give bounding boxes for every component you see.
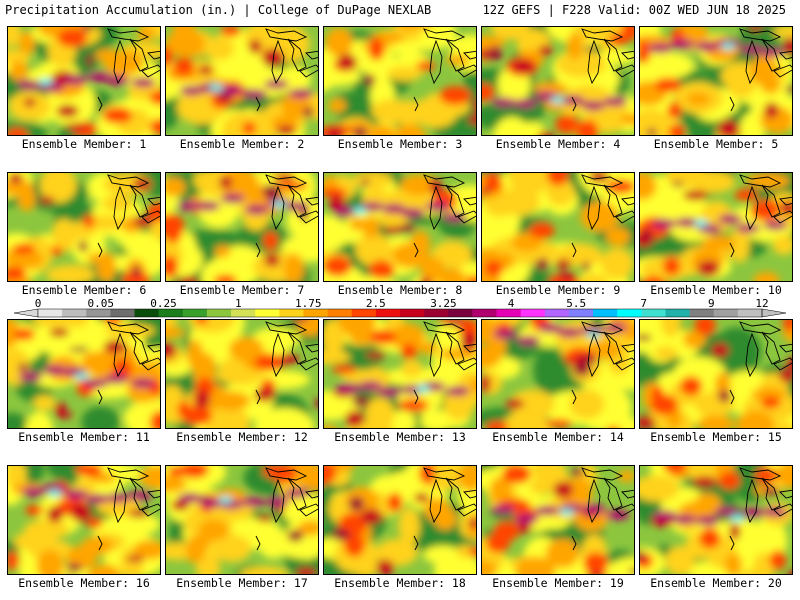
colorbar-swatch	[110, 309, 135, 317]
colorbar-swatch	[255, 309, 280, 317]
colorbar-swatch	[424, 309, 449, 317]
map-title: Precipitation Accumulation (in.) | Colle…	[5, 3, 432, 17]
colorbar-tick-label: 0.05	[87, 298, 114, 310]
ensemble-member-label: Ensemble Member: 14	[492, 430, 624, 444]
ensemble-member-label: Ensemble Member: 3	[337, 137, 463, 151]
ensemble-member-map	[165, 319, 319, 429]
ensemble-member-map	[481, 465, 635, 575]
colorbar-swatch	[737, 309, 763, 317]
colorbar-swatch	[448, 309, 473, 317]
ensemble-member-label: Ensemble Member: 9	[495, 283, 621, 297]
colorbar-tick-label: 12	[755, 298, 768, 310]
colorbar-tick-label: 1.75	[295, 298, 322, 310]
model-run-info: 12Z GEFS | F228 Valid: 00Z WED JUN 18 20…	[482, 3, 786, 17]
ensemble-member-map	[639, 465, 793, 575]
colorbar-swatch	[134, 309, 159, 317]
ensemble-member-label: Ensemble Member: 19	[492, 576, 624, 590]
ensemble-member-map	[639, 26, 793, 136]
colorbar-tick-label: 5.5	[566, 298, 586, 310]
colorbar-swatch	[351, 309, 377, 317]
colorbar-swatch	[86, 309, 111, 317]
ensemble-member-map	[7, 319, 161, 429]
colorbar-swatch	[231, 309, 256, 317]
ensemble-member-map	[323, 465, 477, 575]
colorbar-swatch	[568, 309, 594, 317]
colorbar-arrow-right	[761, 308, 786, 318]
colorbar-swatch	[303, 309, 328, 317]
colorbar-swatch	[520, 309, 546, 317]
ensemble-member-map	[481, 172, 635, 282]
colorbar-tick-label: 2.5	[366, 298, 386, 310]
ensemble-member-map	[7, 465, 161, 575]
ensemble-member-label: Ensemble Member: 10	[650, 283, 782, 297]
ensemble-member-map	[323, 26, 477, 136]
colorbar-swatch	[617, 309, 642, 317]
ensemble-member-map	[165, 26, 319, 136]
ensemble-member-label: Ensemble Member: 13	[334, 430, 466, 444]
colorbar-swatch	[206, 309, 232, 317]
ensemble-member-label: Ensemble Member: 8	[337, 283, 463, 297]
colorbar-swatch	[62, 309, 87, 317]
colorbar-swatch	[472, 309, 497, 317]
ensemble-member-label: Ensemble Member: 11	[18, 430, 150, 444]
colorbar-swatch	[641, 309, 666, 317]
colorbar-swatch	[713, 309, 739, 317]
colorbar-swatch	[279, 309, 304, 317]
ensemble-member-map	[323, 319, 477, 429]
ensemble-member-map	[7, 172, 161, 282]
colorbar-swatch	[665, 309, 690, 317]
colorbar-tick-label: 9	[708, 298, 715, 310]
ensemble-member-label: Ensemble Member: 4	[495, 137, 621, 151]
colorbar-swatch	[544, 309, 570, 317]
ensemble-member-map	[323, 172, 477, 282]
colorbar-arrow-left	[14, 308, 39, 318]
colorbar-swatch	[496, 309, 521, 317]
ensemble-member-map	[165, 465, 319, 575]
colorbar-swatch	[158, 309, 184, 317]
ensemble-member-label: Ensemble Member: 5	[653, 137, 779, 151]
ensemble-member-map	[481, 319, 635, 429]
ensemble-member-map	[639, 319, 793, 429]
ensemble-member-label: Ensemble Member: 6	[21, 283, 147, 297]
precipitation-colorbar: 0 0.05 0.25 1 1.75 2.5 3.25 4 5.5 7 9 12	[14, 298, 786, 318]
colorbar-tick-label: 4	[508, 298, 515, 310]
ensemble-member-label: Ensemble Member: 12	[176, 430, 308, 444]
ensemble-member-map	[165, 172, 319, 282]
ensemble-member-label: Ensemble Member: 2	[179, 137, 305, 151]
colorbar-swatch	[400, 309, 425, 317]
ensemble-member-label: Ensemble Member: 15	[650, 430, 782, 444]
ensemble-member-map	[639, 172, 793, 282]
colorbar-tick-label: 7	[640, 298, 647, 310]
colorbar-swatch	[327, 309, 353, 317]
colorbar-swatch	[593, 309, 618, 317]
ensemble-member-label: Ensemble Member: 20	[650, 576, 782, 590]
ensemble-member-map	[481, 26, 635, 136]
ensemble-member-map	[7, 26, 161, 136]
colorbar-tick-label: 0.25	[150, 298, 177, 310]
ensemble-member-label: Ensemble Member: 7	[179, 283, 305, 297]
colorbar-tick-label: 1	[235, 298, 242, 310]
colorbar-swatch	[38, 309, 63, 317]
colorbar-swatch	[182, 309, 208, 317]
colorbar-swatch	[375, 309, 401, 317]
ensemble-member-label: Ensemble Member: 18	[334, 576, 466, 590]
ensemble-member-label: Ensemble Member: 17	[176, 576, 308, 590]
colorbar-swatch	[689, 309, 715, 317]
colorbar-tick-label: 3.25	[430, 298, 457, 310]
colorbar-tick-label: 0	[35, 298, 42, 310]
ensemble-member-label: Ensemble Member: 1	[21, 137, 147, 151]
ensemble-member-label: Ensemble Member: 16	[18, 576, 150, 590]
